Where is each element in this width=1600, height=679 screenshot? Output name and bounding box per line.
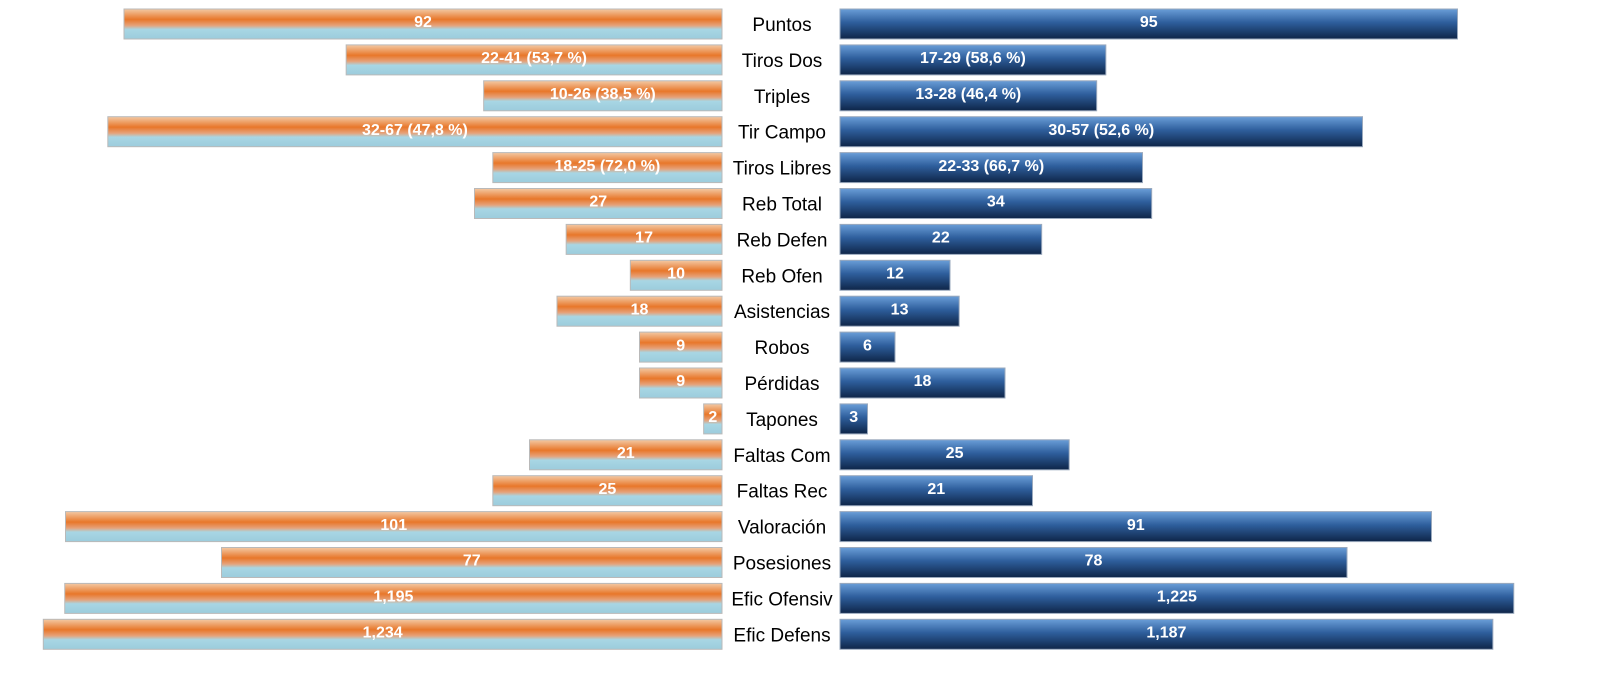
bar-right-tir-campo — [839, 116, 1363, 148]
category-label-tir-campo: Tir Campo — [738, 123, 826, 144]
bar-label-right-triples: 13-28 (46,4 %) — [915, 86, 1021, 103]
bar-left-triples — [483, 80, 723, 112]
category-label-faltas-rec: Faltas Rec — [737, 482, 828, 503]
bar-left-asistencias — [556, 295, 723, 327]
bar-left-reb-defen — [565, 223, 723, 255]
category-label-tiros-libres: Tiros Libres — [733, 159, 832, 180]
bar-label-left-tapones: 2 — [708, 409, 717, 426]
category-label-tapones: Tapones — [746, 410, 818, 431]
bar-label-left-posesiones: 77 — [463, 553, 481, 570]
category-label-faltas-com: Faltas Com — [733, 446, 830, 467]
bar-label-right-perdidas: 18 — [914, 373, 932, 390]
bar-right-faltas-rec — [839, 475, 1033, 507]
bar-left-valoracion — [65, 511, 723, 543]
bar-right-triples — [839, 80, 1098, 112]
bar-right-tiros-libres — [839, 152, 1143, 184]
bar-label-left-faltas-com: 21 — [617, 445, 635, 462]
bar-label-left-faltas-rec: 25 — [599, 481, 617, 498]
bar-left-faltas-rec — [492, 475, 723, 507]
bar-label-left-robos: 9 — [676, 337, 685, 354]
category-label-efic-defens: Efic Defens — [733, 625, 830, 646]
bar-label-left-puntos: 92 — [414, 14, 432, 31]
category-label-asistencias: Asistencias — [734, 302, 830, 323]
bar-right-efic-defens — [839, 618, 1494, 650]
bar-label-right-efic-defens: 1,187 — [1146, 625, 1186, 642]
bar-label-left-perdidas: 9 — [676, 373, 685, 390]
bar-label-right-faltas-rec: 21 — [927, 481, 945, 498]
bar-right-asistencias — [839, 295, 960, 327]
bar-right-puntos — [839, 8, 1458, 40]
bar-label-left-triples: 10-26 (38,5 %) — [550, 86, 656, 103]
category-label-perdidas: Pérdidas — [745, 374, 820, 395]
category-label-valoracion: Valoración — [738, 518, 826, 539]
bar-left-perdidas — [639, 367, 723, 399]
bar-right-faltas-com — [839, 439, 1070, 471]
bar-left-efic-ofensiv — [64, 582, 723, 614]
category-label-reb-total: Reb Total — [742, 195, 822, 216]
bar-right-tiros-dos — [839, 44, 1107, 76]
category-label-puntos: Puntos — [752, 15, 811, 36]
bar-right-reb-total — [839, 188, 1153, 219]
bar-label-right-robos: 6 — [863, 337, 872, 354]
bar-label-right-valoracion: 91 — [1127, 517, 1145, 534]
bar-left-posesiones — [221, 547, 723, 578]
category-label-triples: Triples — [754, 87, 810, 108]
category-label-robos: Robos — [755, 338, 810, 359]
bar-label-left-reb-defen: 17 — [635, 230, 653, 247]
bar-label-right-reb-total: 34 — [987, 194, 1005, 211]
bar-label-left-tir-campo: 32-67 (47,8 %) — [362, 122, 468, 139]
bar-left-reb-ofen — [629, 259, 723, 291]
bar-left-reb-total — [474, 188, 723, 219]
category-label-reb-ofen: Reb Ofen — [741, 266, 822, 287]
bar-left-tir-campo — [107, 116, 723, 148]
bar-right-reb-defen — [839, 223, 1043, 255]
bar-label-right-posesiones: 78 — [1085, 553, 1103, 570]
category-label-posesiones: Posesiones — [733, 554, 831, 575]
bar-label-right-puntos: 95 — [1140, 14, 1158, 31]
bar-label-right-asistencias: 13 — [891, 301, 909, 318]
bar-label-right-tir-campo: 30-57 (52,6 %) — [1048, 122, 1154, 139]
bar-left-faltas-com — [529, 439, 723, 471]
bar-left-tiros-libres — [492, 152, 723, 184]
bar-right-robos — [839, 331, 896, 363]
bar-label-left-efic-ofensiv: 1,195 — [373, 589, 413, 606]
bar-right-reb-ofen — [839, 259, 951, 291]
bar-right-perdidas — [839, 367, 1006, 399]
bar-label-right-tiros-libres: 22-33 (66,7 %) — [938, 158, 1044, 175]
bar-label-right-faltas-com: 25 — [946, 445, 964, 462]
bar-left-tiros-dos — [345, 44, 723, 76]
category-label-reb-defen: Reb Defen — [737, 230, 828, 251]
bar-label-left-reb-total: 27 — [589, 194, 607, 211]
bar-left-robos — [639, 331, 723, 363]
bar-label-left-tiros-dos: 22-41 (53,7 %) — [481, 50, 587, 67]
bar-label-right-reb-defen: 22 — [932, 230, 950, 247]
bar-label-left-valoracion: 101 — [380, 517, 407, 534]
bar-label-left-reb-ofen: 10 — [667, 266, 685, 283]
bar-right-tapones — [839, 403, 868, 435]
category-label-tiros-dos: Tiros Dos — [742, 51, 823, 72]
bar-left-tapones — [703, 403, 723, 435]
bar-right-efic-ofensiv — [839, 582, 1515, 614]
bar-right-posesiones — [839, 547, 1348, 578]
bar-label-right-reb-ofen: 12 — [886, 266, 904, 283]
bar-right-valoracion — [839, 511, 1432, 543]
bar-left-efic-defens — [42, 618, 723, 650]
bar-label-left-efic-defens: 1,234 — [363, 625, 403, 642]
bar-label-left-asistencias: 18 — [631, 301, 649, 318]
bar-label-left-tiros-libres: 18-25 (72,0 %) — [554, 158, 660, 175]
bar-label-right-efic-ofensiv: 1,225 — [1157, 589, 1197, 606]
bar-left-puntos — [123, 8, 723, 40]
bar-label-right-tiros-dos: 17-29 (58,6 %) — [920, 50, 1026, 67]
bar-label-right-tapones: 3 — [849, 409, 858, 426]
category-label-efic-ofensiv: Efic Ofensiv — [731, 589, 833, 610]
